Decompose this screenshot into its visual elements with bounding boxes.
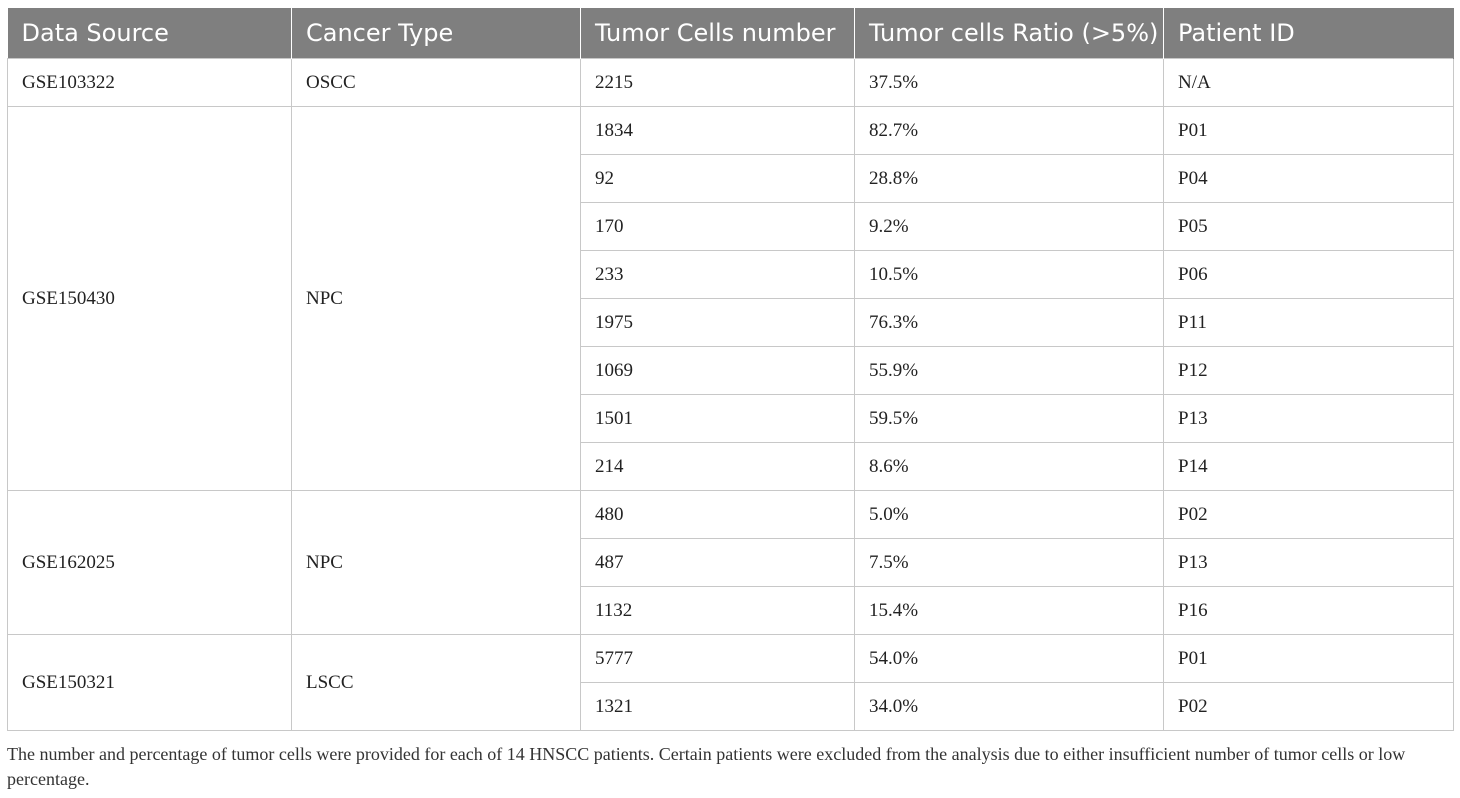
patient-id-cell: P11 <box>1163 298 1454 347</box>
cancer-type-cell: OSCC <box>291 58 581 107</box>
tumor-cells-number-cell: 233 <box>580 250 855 299</box>
patient-id-cell: P01 <box>1163 634 1454 683</box>
table-footnote: The number and percentage of tumor cells… <box>7 744 1406 789</box>
data-source-cell: GSE162025 <box>7 490 292 635</box>
tumor-cells-ratio-cell: 55.9% <box>854 346 1164 395</box>
patient-id-cell: P12 <box>1163 346 1454 395</box>
tumor-cells-ratio-cell: 15.4% <box>854 586 1164 635</box>
table-row: 92 28.8% P04 <box>8 154 1454 203</box>
header-tumor-cells-number: Tumor Cells number <box>580 8 855 59</box>
table-row: 487 7.5% P13 <box>8 538 1454 587</box>
tumor-cells-ratio-cell: 9.2% <box>854 202 1164 251</box>
patient-id-cell: P02 <box>1163 682 1454 731</box>
data-source-cell: GSE150430 <box>7 106 292 491</box>
patient-id-cell: P06 <box>1163 250 1454 299</box>
patient-id-cell: P16 <box>1163 586 1454 635</box>
patient-id-cell: P13 <box>1163 538 1454 587</box>
table-row: 1501 59.5% P13 <box>8 394 1454 443</box>
data-source-cell: GSE103322 <box>7 58 292 107</box>
patient-id-cell: N/A <box>1163 58 1454 107</box>
header-tumor-cells-ratio: Tumor cells Ratio (>5%) <box>854 8 1164 59</box>
table-row: 170 9.2% P05 <box>8 202 1454 251</box>
tumor-cells-number-cell: 1321 <box>580 682 855 731</box>
tumor-cells-number-cell: 480 <box>580 490 855 539</box>
table-row: GSE162025 NPC 480 5.0% P02 <box>7 490 1454 635</box>
patient-id-cell: P02 <box>1163 490 1454 539</box>
table-row: 1069 55.9% P12 <box>8 346 1454 395</box>
cancer-type-cell: NPC <box>291 106 581 491</box>
tumor-cells-number-cell: 487 <box>580 538 855 587</box>
header-data-source: Data Source <box>7 8 292 59</box>
tumor-cells-ratio-cell: 28.8% <box>854 154 1164 203</box>
tumor-cells-number-cell: 92 <box>580 154 855 203</box>
tumor-cells-number-cell: 170 <box>580 202 855 251</box>
tumor-cells-ratio-cell: 76.3% <box>854 298 1164 347</box>
tumor-cells-number-cell: 1501 <box>580 394 855 443</box>
table-row: GSE150321 LSCC 5777 54.0% P01 <box>7 634 1454 731</box>
table-row: 233 10.5% P06 <box>8 250 1454 299</box>
table-row: 214 8.6% P14 <box>8 442 1454 491</box>
tumor-cells-ratio-cell: 8.6% <box>854 442 1164 491</box>
table-row: 1975 76.3% P11 <box>8 298 1454 347</box>
data-source-cell: GSE150321 <box>7 634 292 731</box>
table-row: 1132 15.4% P16 <box>8 586 1454 635</box>
table-row: 1321 34.0% P02 <box>8 682 1454 731</box>
tumor-cells-ratio-cell: 5.0% <box>854 490 1164 539</box>
tumor-cells-number-cell: 1069 <box>580 346 855 395</box>
tumor-cells-number-cell: 214 <box>580 442 855 491</box>
cancer-type-cell: LSCC <box>291 634 581 731</box>
tumor-cells-ratio-cell: 82.7% <box>854 106 1164 155</box>
tumor-cells-number-cell: 1132 <box>580 586 855 635</box>
tumor-cells-number-cell: 2215 <box>580 58 855 107</box>
tumor-cells-ratio-cell: 34.0% <box>854 682 1164 731</box>
header-row: Data Source Cancer Type Tumor Cells numb… <box>7 8 1454 59</box>
patient-id-cell: P14 <box>1163 442 1454 491</box>
table-row: GSE103322 OSCC 2215 37.5% N/A <box>7 58 1454 107</box>
header-patient-id: Patient ID <box>1163 8 1454 59</box>
tumor-cells-ratio-cell: 54.0% <box>854 634 1164 683</box>
patient-id-cell: P05 <box>1163 202 1454 251</box>
tumor-cells-ratio-cell: 37.5% <box>854 58 1164 107</box>
table-container: Data Source Cancer Type Tumor Cells numb… <box>7 8 1454 731</box>
cancer-type-cell: NPC <box>291 490 581 635</box>
header-cancer-type: Cancer Type <box>291 8 581 59</box>
tumor-cells-number-cell: 1975 <box>580 298 855 347</box>
table-row: GSE150430 NPC 1834 82.7% P01 <box>7 106 1454 491</box>
tumor-cells-number-cell: 5777 <box>580 634 855 683</box>
patient-id-cell: P13 <box>1163 394 1454 443</box>
tumor-cells-table: Data Source Cancer Type Tumor Cells numb… <box>7 8 1454 731</box>
tumor-cells-number-cell: 1834 <box>580 106 855 155</box>
patient-id-cell: P04 <box>1163 154 1454 203</box>
tumor-cells-ratio-cell: 7.5% <box>854 538 1164 587</box>
tumor-cells-ratio-cell: 59.5% <box>854 394 1164 443</box>
patient-id-cell: P01 <box>1163 106 1454 155</box>
tumor-cells-ratio-cell: 10.5% <box>854 250 1164 299</box>
